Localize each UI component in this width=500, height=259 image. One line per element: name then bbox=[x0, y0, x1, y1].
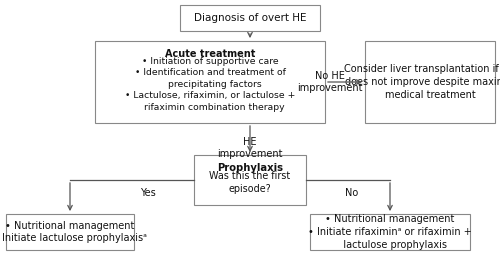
Text: No HE
improvement: No HE improvement bbox=[297, 71, 363, 93]
Text: Yes: Yes bbox=[140, 188, 156, 198]
FancyBboxPatch shape bbox=[365, 41, 495, 123]
Text: • Nutritional management
• Initiate lactulose prophylaxisᵃ: • Nutritional management • Initiate lact… bbox=[0, 221, 147, 243]
Text: • Initiation of supportive care
• Identification and treatment of
   precipitati: • Initiation of supportive care • Identi… bbox=[125, 57, 295, 112]
Text: • Nutritional management
• Initiate rifaximinᵃ or rifaximin +
   lactulose proph: • Nutritional management • Initiate rifa… bbox=[308, 214, 472, 250]
Text: No: No bbox=[346, 188, 358, 198]
FancyBboxPatch shape bbox=[180, 5, 320, 31]
FancyBboxPatch shape bbox=[95, 41, 325, 123]
Text: Acute treatment: Acute treatment bbox=[165, 49, 255, 59]
Text: Was this the first
episode?: Was this the first episode? bbox=[210, 171, 290, 194]
Text: Prophylaxis: Prophylaxis bbox=[217, 163, 283, 173]
Text: HE
improvement: HE improvement bbox=[217, 137, 283, 159]
Text: Consider liver transplantation if HE
does not improve despite maximal
medical tr: Consider liver transplantation if HE doe… bbox=[344, 64, 500, 100]
FancyBboxPatch shape bbox=[194, 155, 306, 205]
Text: Diagnosis of overt HE: Diagnosis of overt HE bbox=[194, 13, 306, 23]
FancyBboxPatch shape bbox=[6, 214, 134, 250]
FancyBboxPatch shape bbox=[310, 214, 470, 250]
